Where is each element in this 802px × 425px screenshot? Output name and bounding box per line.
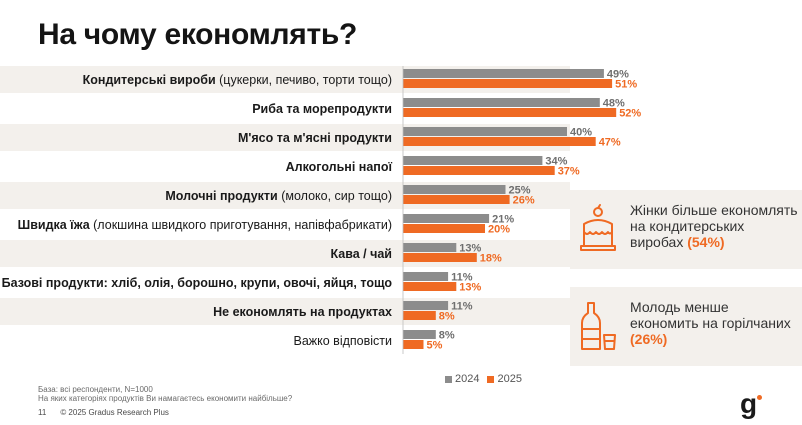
category-label: Не економлять на продуктах (213, 305, 392, 319)
data-label-2025: 37% (558, 166, 580, 178)
data-label-2025: 26% (513, 195, 535, 207)
data-label-2024: 13% (459, 243, 481, 255)
bar-2025 (403, 137, 596, 146)
bar-2024 (403, 156, 543, 165)
data-label-2025: 20% (488, 224, 510, 236)
bar-2025 (403, 253, 477, 262)
footer: 11 © 2025 Gradus Research Plus (38, 408, 169, 417)
insight-highlight: (26%) (630, 331, 668, 347)
legend-label-2025: 2025 (497, 373, 522, 385)
data-label-2025: 18% (480, 253, 502, 265)
insight-card-youth: Молодь менше економить на горілчаних (26… (570, 287, 802, 366)
bar-2024 (403, 243, 457, 252)
insight-highlight: (54%) (687, 234, 725, 250)
insight-text-women: Жінки більше економлять на кондитерських… (630, 202, 800, 250)
bar-2024 (403, 98, 600, 107)
bar-2025 (403, 108, 617, 117)
category-label: М'ясо та м'ясні продукти (238, 131, 392, 145)
question-note: На яких категоріях продуктів Ви намагаєт… (38, 394, 293, 403)
data-label-2025: 52% (619, 108, 641, 120)
legend-label-2024: 2024 (455, 373, 480, 385)
data-label-2024: 11% (451, 272, 473, 284)
data-label-2024: 11% (451, 301, 473, 313)
category-label: Кава / чай (330, 247, 392, 261)
copyright: © 2025 Gradus Research Plus (60, 408, 169, 417)
legend-swatch-2025 (487, 375, 495, 383)
bar-2025 (403, 282, 457, 291)
legend-item-2024: 2024 (445, 373, 479, 385)
bar-2025 (403, 224, 485, 233)
gradus-logo: g (740, 388, 758, 419)
category-label: Швидка їжа (локшина швидкого приготуванн… (18, 218, 392, 232)
data-label-2025: 51% (615, 79, 637, 91)
bar-2024 (403, 330, 436, 339)
data-label-2024: 49% (607, 69, 629, 81)
category-label: Риба та морепродукти (252, 102, 392, 116)
category-label: Алкогольні напої (286, 160, 393, 174)
category-label: Кондитерські вироби (цукерки, печиво, то… (83, 73, 392, 87)
bar-2024 (403, 214, 490, 223)
cake-icon (580, 204, 616, 251)
data-label-2025: 47% (599, 137, 621, 149)
logo-dot (757, 395, 762, 400)
category-label: Молочні продукти (молоко, сир тощо) (165, 189, 392, 203)
base-note: База: всі респонденти, N=1000 (38, 385, 153, 394)
bar-2024 (403, 69, 604, 78)
data-label-2025: 5% (427, 340, 443, 352)
bar-2025 (403, 311, 436, 320)
bottle-glass-icon (581, 302, 616, 350)
bar-2024 (403, 185, 506, 194)
insight-card-women: Жінки більше економлять на кондитерських… (570, 190, 802, 269)
insight-text-youth: Молодь менше економить на горілчаних (26… (630, 299, 800, 347)
chart-legend: 2024 2025 (445, 373, 522, 385)
data-label-2024: 40% (570, 127, 592, 139)
data-label-2024: 25% (509, 185, 531, 197)
data-label-2025: 13% (459, 282, 481, 294)
category-label: Базові продукти: хліб, олія, борошно, кр… (2, 276, 393, 290)
data-label-2024: 21% (492, 214, 514, 226)
legend-swatch-2024 (445, 375, 452, 383)
page-number: 11 (38, 408, 47, 417)
bar-2025 (403, 166, 555, 175)
page-title: На чому економлять? (38, 18, 358, 51)
insight-text-main: Жінки більше економлять на кондитерських… (630, 202, 798, 250)
data-label-2024: 8% (439, 330, 455, 342)
bar-2024 (403, 272, 449, 281)
data-label-2024: 34% (545, 156, 567, 168)
legend-item-2025: 2025 (487, 373, 522, 385)
category-label: Важко відповісти (294, 334, 393, 348)
data-label-2025: 8% (439, 311, 455, 323)
bar-2025 (403, 340, 424, 349)
bar-2024 (403, 301, 449, 310)
bar-2025 (403, 195, 510, 204)
insight-text-main: Молодь менше економить на горілчаних (630, 299, 791, 331)
bar-2024 (403, 127, 567, 136)
bar-2025 (403, 79, 613, 88)
row-band (0, 298, 570, 325)
data-label-2024: 48% (603, 98, 625, 110)
